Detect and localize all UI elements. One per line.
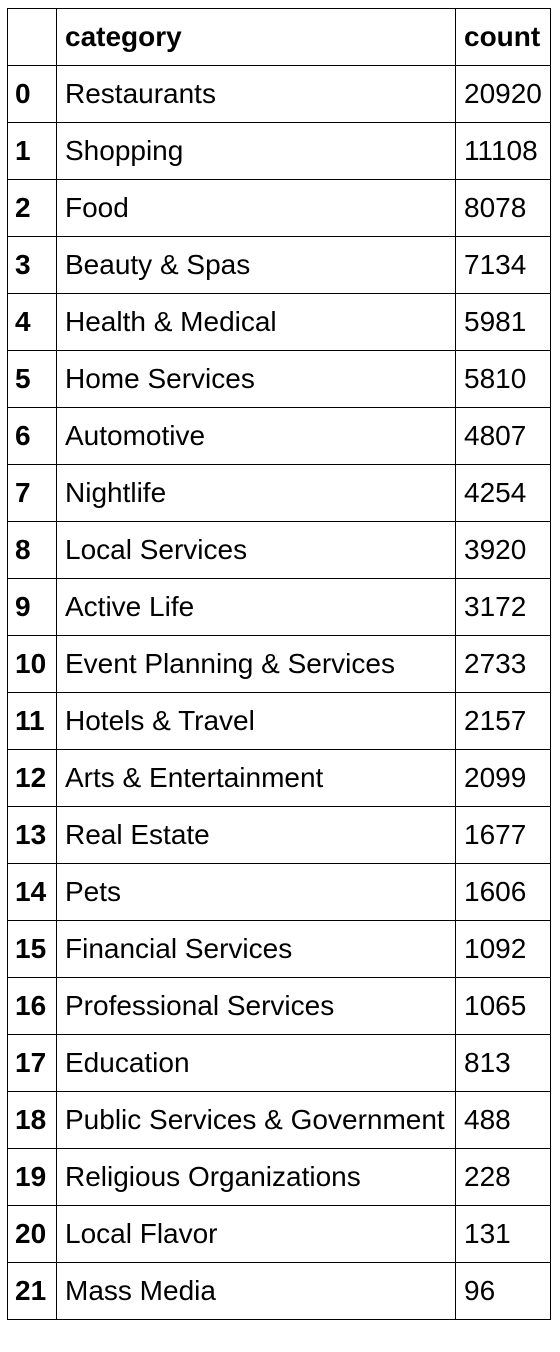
row-index: 3 xyxy=(7,236,57,294)
row-index: 21 xyxy=(7,1262,57,1320)
table-row: 16 Professional Services 1065 xyxy=(7,977,551,1035)
count-cell: 1065 xyxy=(455,977,551,1035)
row-index: 0 xyxy=(7,65,57,123)
table-row: 2 Food 8078 xyxy=(7,179,551,237)
count-cell: 4807 xyxy=(455,407,551,465)
index-header xyxy=(7,8,57,66)
category-cell: Nightlife xyxy=(56,464,456,522)
count-cell: 8078 xyxy=(455,179,551,237)
table-row: 19 Religious Organizations 228 xyxy=(7,1148,551,1206)
category-cell: Real Estate xyxy=(56,806,456,864)
row-index: 4 xyxy=(7,293,57,351)
table-row: 11 Hotels & Travel 2157 xyxy=(7,692,551,750)
row-index: 7 xyxy=(7,464,57,522)
count-cell: 96 xyxy=(455,1262,551,1320)
count-cell: 4254 xyxy=(455,464,551,522)
category-cell: Event Planning & Services xyxy=(56,635,456,693)
count-cell: 2733 xyxy=(455,635,551,693)
table-row: 7 Nightlife 4254 xyxy=(7,464,551,522)
header-row: category count xyxy=(7,8,551,66)
count-cell: 2157 xyxy=(455,692,551,750)
category-cell: Active Life xyxy=(56,578,456,636)
count-cell: 7134 xyxy=(455,236,551,294)
table-header: category count xyxy=(7,8,551,66)
row-index: 16 xyxy=(7,977,57,1035)
category-cell: Restaurants xyxy=(56,65,456,123)
dataframe-table: category count 0 Restaurants 20920 1 Shoppin… xyxy=(7,8,551,1320)
category-cell: Shopping xyxy=(56,122,456,180)
count-cell: 813 xyxy=(455,1034,551,1092)
count-cell: 131 xyxy=(455,1205,551,1263)
row-index: 13 xyxy=(7,806,57,864)
row-index: 17 xyxy=(7,1034,57,1092)
category-cell: Pets xyxy=(56,863,456,921)
category-cell: Financial Services xyxy=(56,920,456,978)
category-cell: Religious Organizations xyxy=(56,1148,456,1206)
row-index: 5 xyxy=(7,350,57,408)
row-index: 15 xyxy=(7,920,57,978)
category-cell: Beauty & Spas xyxy=(56,236,456,294)
row-index: 8 xyxy=(7,521,57,579)
row-index: 6 xyxy=(7,407,57,465)
count-cell: 3920 xyxy=(455,521,551,579)
count-header: count xyxy=(455,8,551,66)
count-cell: 1677 xyxy=(455,806,551,864)
count-cell: 5981 xyxy=(455,293,551,351)
category-cell: Food xyxy=(56,179,456,237)
row-index: 14 xyxy=(7,863,57,921)
category-cell: Arts & Entertainment xyxy=(56,749,456,807)
table-row: 15 Financial Services 1092 xyxy=(7,920,551,978)
count-cell: 488 xyxy=(455,1091,551,1149)
category-cell: Hotels & Travel xyxy=(56,692,456,750)
dataframe-table-container: category count 0 Restaurants 20920 1 Shoppin… xyxy=(7,8,551,1320)
row-index: 11 xyxy=(7,692,57,750)
table-row: 17 Education 813 xyxy=(7,1034,551,1092)
row-index: 10 xyxy=(7,635,57,693)
table-row: 0 Restaurants 20920 xyxy=(7,65,551,123)
count-cell: 228 xyxy=(455,1148,551,1206)
category-cell: Local Services xyxy=(56,521,456,579)
row-index: 20 xyxy=(7,1205,57,1263)
category-header: category xyxy=(56,8,456,66)
table-row: 12 Arts & Entertainment 2099 xyxy=(7,749,551,807)
count-cell: 20920 xyxy=(455,65,551,123)
row-index: 1 xyxy=(7,122,57,180)
table-row: 3 Beauty & Spas 7134 xyxy=(7,236,551,294)
category-cell: Home Services xyxy=(56,350,456,408)
row-index: 18 xyxy=(7,1091,57,1149)
table-row: 13 Real Estate 1677 xyxy=(7,806,551,864)
count-cell: 5810 xyxy=(455,350,551,408)
table-row: 4 Health & Medical 5981 xyxy=(7,293,551,351)
table-row: 8 Local Services 3920 xyxy=(7,521,551,579)
table-row: 5 Home Services 5810 xyxy=(7,350,551,408)
table-row: 14 Pets 1606 xyxy=(7,863,551,921)
count-cell: 1606 xyxy=(455,863,551,921)
category-cell: Public Services & Government xyxy=(56,1091,456,1149)
count-cell: 1092 xyxy=(455,920,551,978)
table-body: 0 Restaurants 20920 1 Shopping 11108 2 Food 8078… xyxy=(7,65,551,1320)
row-index: 19 xyxy=(7,1148,57,1206)
category-cell: Automotive xyxy=(56,407,456,465)
category-cell: Mass Media xyxy=(56,1262,456,1320)
table-row: 20 Local Flavor 131 xyxy=(7,1205,551,1263)
table-row: 10 Event Planning & Services 2733 xyxy=(7,635,551,693)
table-row: 21 Mass Media 96 xyxy=(7,1262,551,1320)
category-cell: Professional Services xyxy=(56,977,456,1035)
row-index: 2 xyxy=(7,179,57,237)
category-cell: Local Flavor xyxy=(56,1205,456,1263)
table-row: 18 Public Services & Government 488 xyxy=(7,1091,551,1149)
category-cell: Education xyxy=(56,1034,456,1092)
table-row: 6 Automotive 4807 xyxy=(7,407,551,465)
count-cell: 3172 xyxy=(455,578,551,636)
table-row: 9 Active Life 3172 xyxy=(7,578,551,636)
row-index: 9 xyxy=(7,578,57,636)
count-cell: 11108 xyxy=(455,122,551,180)
count-cell: 2099 xyxy=(455,749,551,807)
table-row: 1 Shopping 11108 xyxy=(7,122,551,180)
category-cell: Health & Medical xyxy=(56,293,456,351)
row-index: 12 xyxy=(7,749,57,807)
